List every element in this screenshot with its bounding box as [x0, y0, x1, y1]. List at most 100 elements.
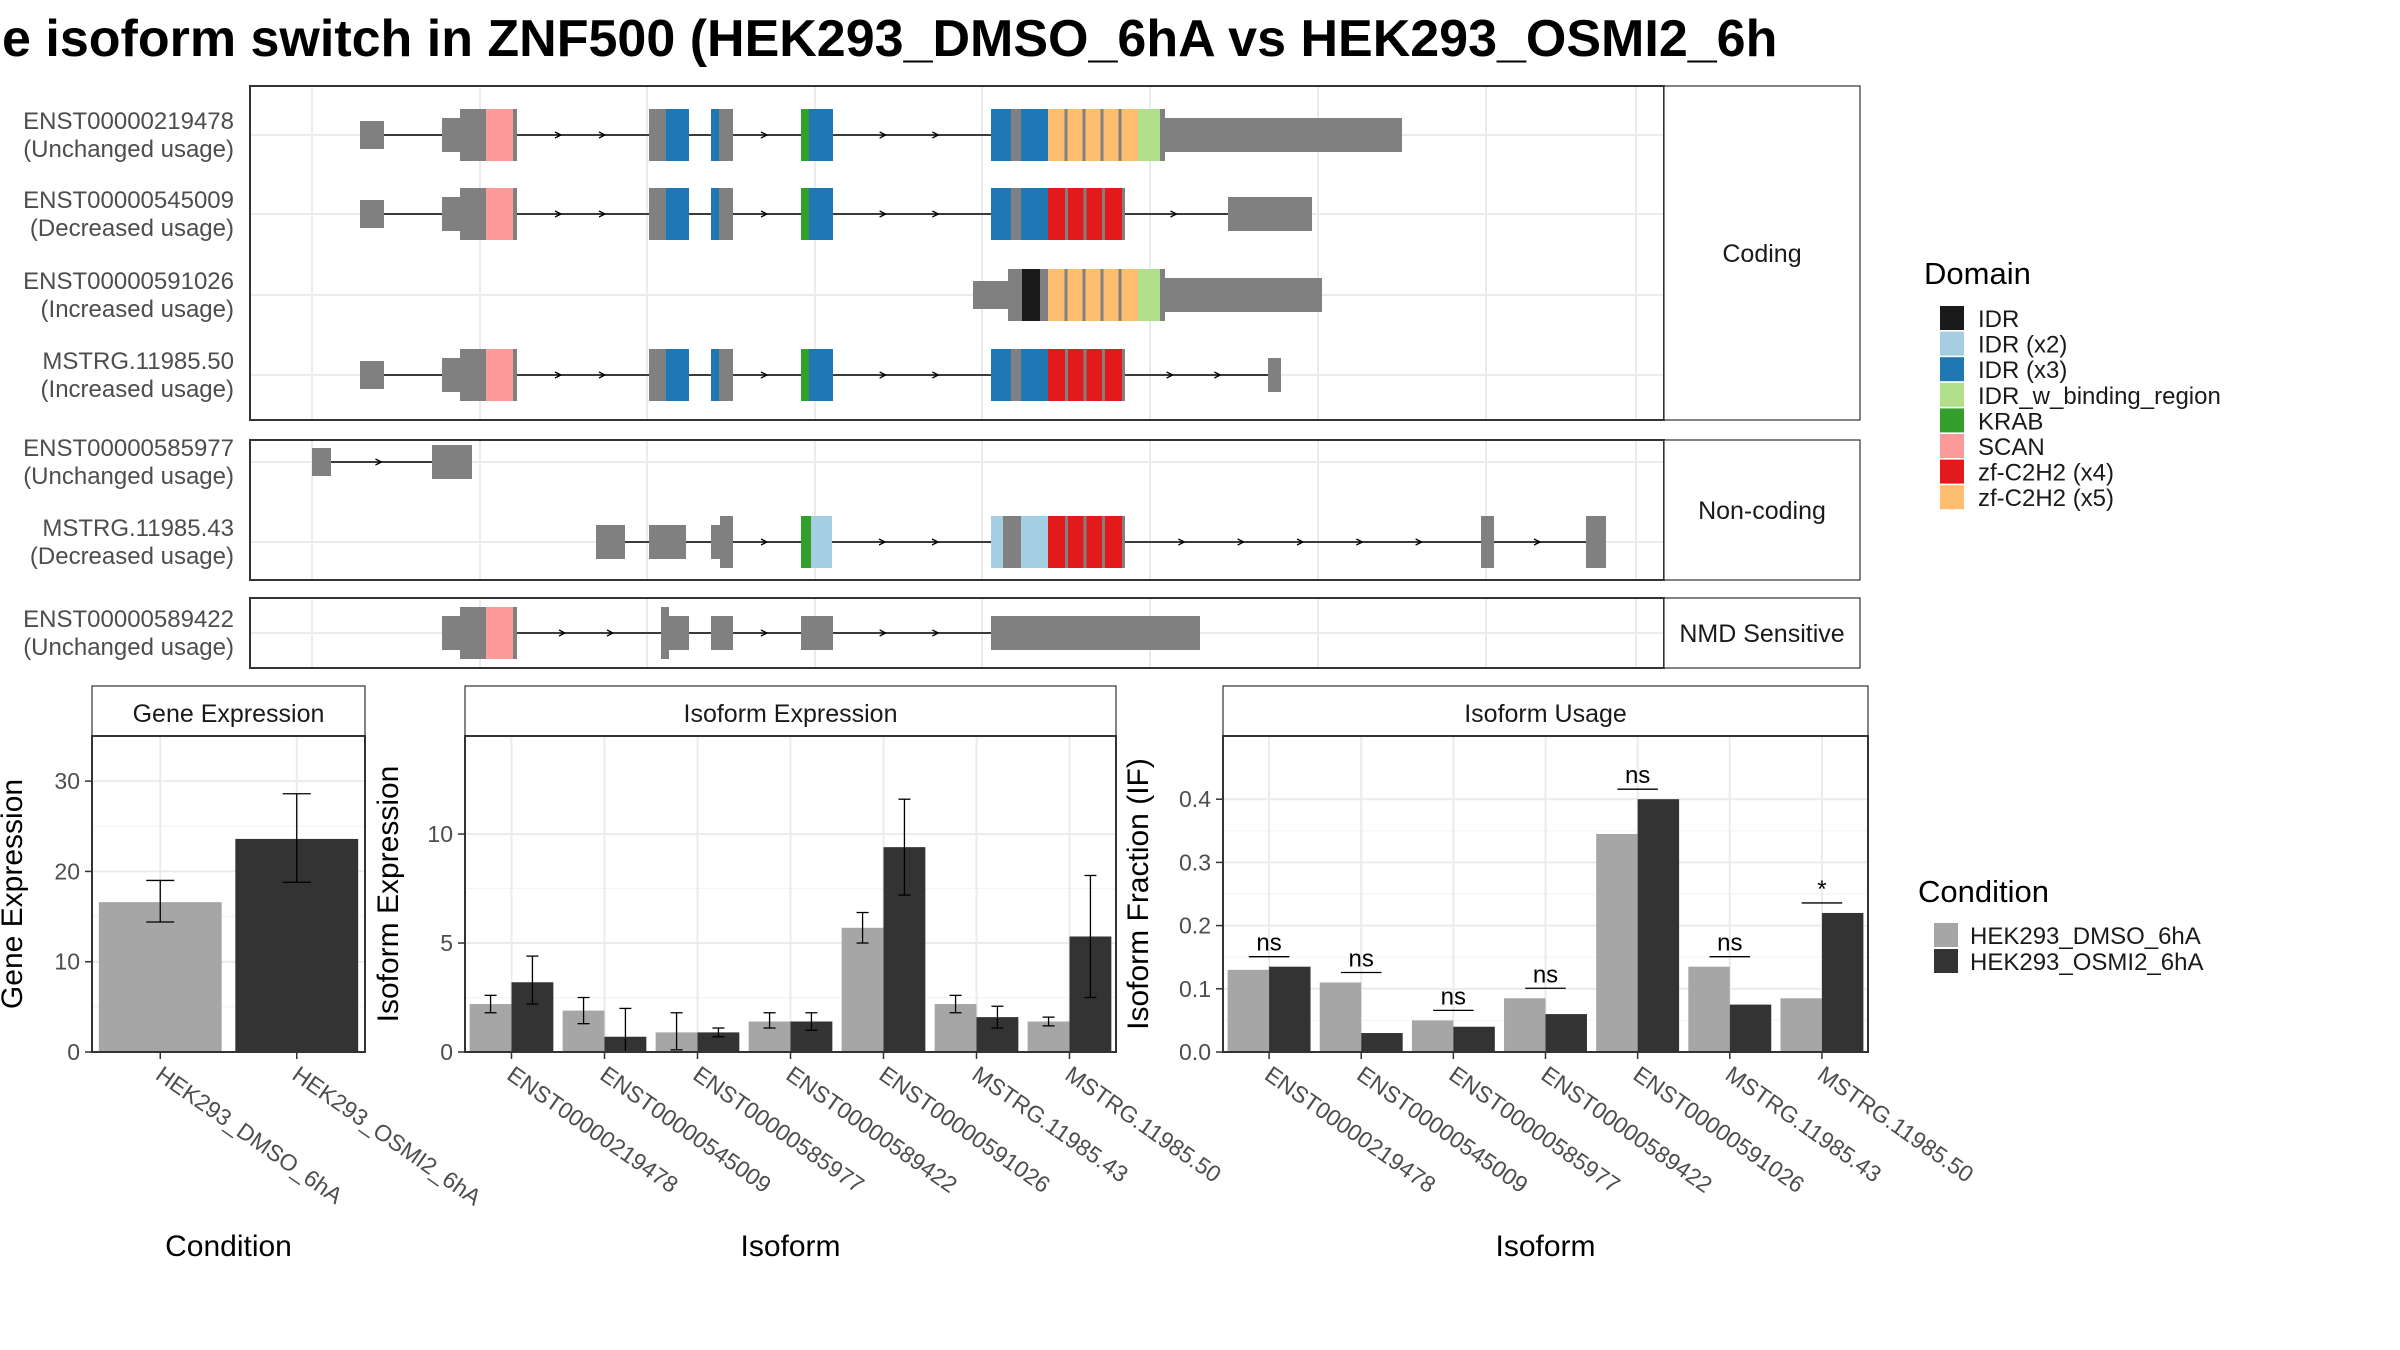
- domain-block: [801, 349, 809, 401]
- intron-arrow: [598, 210, 607, 218]
- exon-block: [649, 109, 666, 161]
- x-tick-label: ENST00000589422: [1537, 1061, 1717, 1198]
- bar: [1269, 966, 1311, 1052]
- domain-block: [1021, 516, 1048, 568]
- domain-block: [801, 109, 809, 161]
- x-tick-label: MSTRG.11985.43: [968, 1061, 1133, 1188]
- chart-panel-border: [464, 735, 1117, 1053]
- exon-block: [513, 109, 517, 161]
- intron-arrow: [932, 210, 940, 218]
- exon-block: [442, 197, 460, 231]
- exon-block: [312, 448, 331, 476]
- exon-block: [1160, 109, 1165, 161]
- domain-block: [486, 109, 513, 161]
- x-axis-title: Condition: [165, 1230, 292, 1263]
- exon-block: [1160, 269, 1165, 321]
- transcript-id-label: MSTRG.11985.43: [42, 515, 234, 542]
- significance-label: ns: [1717, 930, 1742, 957]
- transcript-usage-label: (Unchanged usage): [23, 136, 234, 163]
- domain-block: [809, 188, 833, 240]
- bar: [1027, 1021, 1070, 1052]
- structure-panel-bg: [250, 440, 1664, 580]
- exon-block: [1122, 516, 1125, 568]
- exon-block: [513, 607, 517, 659]
- intron-arrow: [878, 538, 887, 546]
- intron-arrow: [554, 371, 563, 379]
- domain-legend-swatch: [1940, 408, 1964, 433]
- exon-block: [460, 607, 486, 659]
- domain-legend-label: IDR (x2): [1978, 332, 2067, 359]
- y-tick-label: 0.4: [1179, 786, 1211, 812]
- intron-arrow: [375, 458, 383, 466]
- chart-strip: [464, 685, 1117, 737]
- domain-block: [1138, 109, 1160, 161]
- y-tick-label: 5: [440, 930, 453, 956]
- exon-block: [360, 121, 384, 149]
- exon-block: [460, 349, 486, 401]
- intron-arrow: [760, 629, 769, 637]
- domain-legend-swatch: [1940, 485, 1964, 510]
- bar: [1227, 969, 1270, 1052]
- significance-label: ns: [1625, 762, 1650, 789]
- exon-block: [719, 349, 733, 401]
- exon-block: [1234, 197, 1312, 231]
- domain-block: [1048, 269, 1138, 321]
- domain-block: [666, 109, 689, 161]
- domain-block: [809, 109, 833, 161]
- domain-legend-label: KRAB: [1978, 408, 2043, 435]
- bar: [1780, 998, 1822, 1052]
- domain-block: [991, 349, 1011, 401]
- x-tick-label: ENST00000591026: [875, 1061, 1055, 1198]
- exon-block: [442, 118, 460, 152]
- exon-block: [719, 188, 733, 240]
- exon-block: [1165, 118, 1402, 152]
- intron-arrow: [1415, 538, 1424, 546]
- domain-legend-title: Domain: [1924, 256, 2031, 291]
- domain-legend-label: SCAN: [1978, 434, 2045, 461]
- intron-arrow: [760, 538, 769, 546]
- exon-block: [649, 525, 686, 559]
- chart-strip: [1222, 685, 1869, 737]
- domain-block: [801, 188, 809, 240]
- exon-block: [711, 616, 733, 650]
- bar: [1821, 912, 1864, 1052]
- facet-strip: [1663, 439, 1861, 581]
- x-tick-label: ENST00000219478: [1260, 1061, 1440, 1198]
- condition-legend-swatch: [1934, 949, 1958, 973]
- x-tick-label: ENST00000585977: [689, 1061, 869, 1198]
- intron-arrow: [879, 629, 888, 637]
- transcript-usage-label: (Decreased usage): [30, 215, 234, 242]
- exon-block: [720, 516, 733, 568]
- exon-block: [1481, 516, 1494, 568]
- bar: [697, 1032, 740, 1052]
- chart-title: Gene Expression: [133, 700, 325, 728]
- y-tick-label: 0: [440, 1039, 453, 1065]
- transcript-usage-label: (Decreased usage): [30, 543, 234, 570]
- domain-block: [711, 109, 719, 161]
- chart-panel-border: [91, 735, 366, 1053]
- facet-strip: [1663, 597, 1861, 669]
- intron-arrow: [1178, 538, 1186, 546]
- transcript-id-label: ENST00000591026: [23, 268, 234, 295]
- exon-block: [360, 200, 384, 228]
- domain-block: [486, 349, 513, 401]
- exon-block: [1165, 278, 1322, 312]
- domain-block: [991, 516, 1003, 568]
- exon-block: [460, 109, 486, 161]
- bar: [1596, 833, 1638, 1052]
- exon-block: [1122, 349, 1125, 401]
- intron-arrow: [932, 629, 940, 637]
- exon-block: [1228, 197, 1234, 231]
- transcript-usage-label: (Increased usage): [41, 376, 234, 403]
- y-axis-title: Gene Expression: [0, 779, 29, 1009]
- transcript-id-label: MSTRG.11985.50: [42, 348, 234, 375]
- exon-block: [513, 188, 517, 240]
- transcript-usage-label: (Unchanged usage): [23, 463, 234, 490]
- bar: [1637, 799, 1680, 1052]
- bar: [98, 902, 222, 1052]
- y-tick-label: 0.1: [1179, 976, 1211, 1002]
- y-tick-label: 30: [54, 768, 80, 794]
- exon-block: [513, 349, 517, 401]
